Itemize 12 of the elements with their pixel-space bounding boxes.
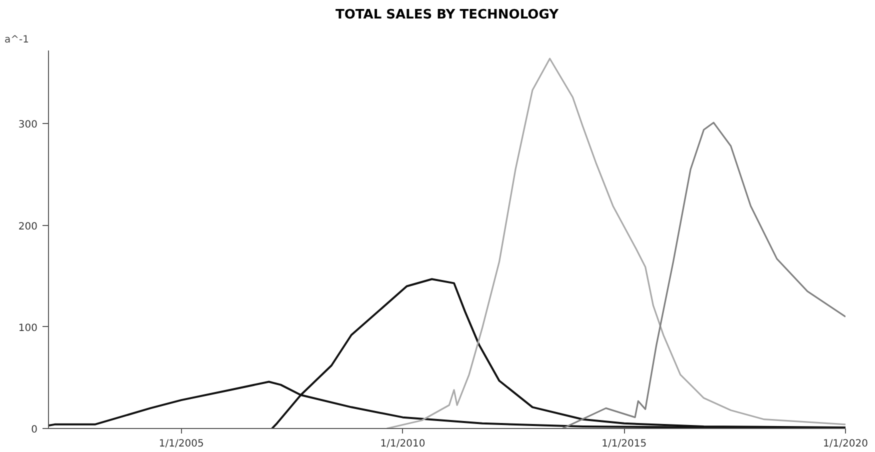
- x-tick-label: 1/1/2005: [158, 438, 204, 450]
- x-tick-label: 1/1/2020: [823, 438, 868, 450]
- y-tick-label: 300: [18, 120, 38, 131]
- chart-title: TOTAL SALES BY TECHNOLOGY: [335, 8, 560, 22]
- line-series: [562, 122, 846, 428]
- line-series: [386, 58, 846, 428]
- y-tick-label: 100: [18, 322, 38, 334]
- y-tick-label: 200: [18, 221, 38, 232]
- x-tick-label: 1/1/2010: [380, 438, 426, 450]
- y-axis-title: a^-1: [4, 34, 29, 46]
- y-tick-label: 0: [31, 424, 38, 436]
- x-tick-label: 1/1/2015: [602, 438, 647, 450]
